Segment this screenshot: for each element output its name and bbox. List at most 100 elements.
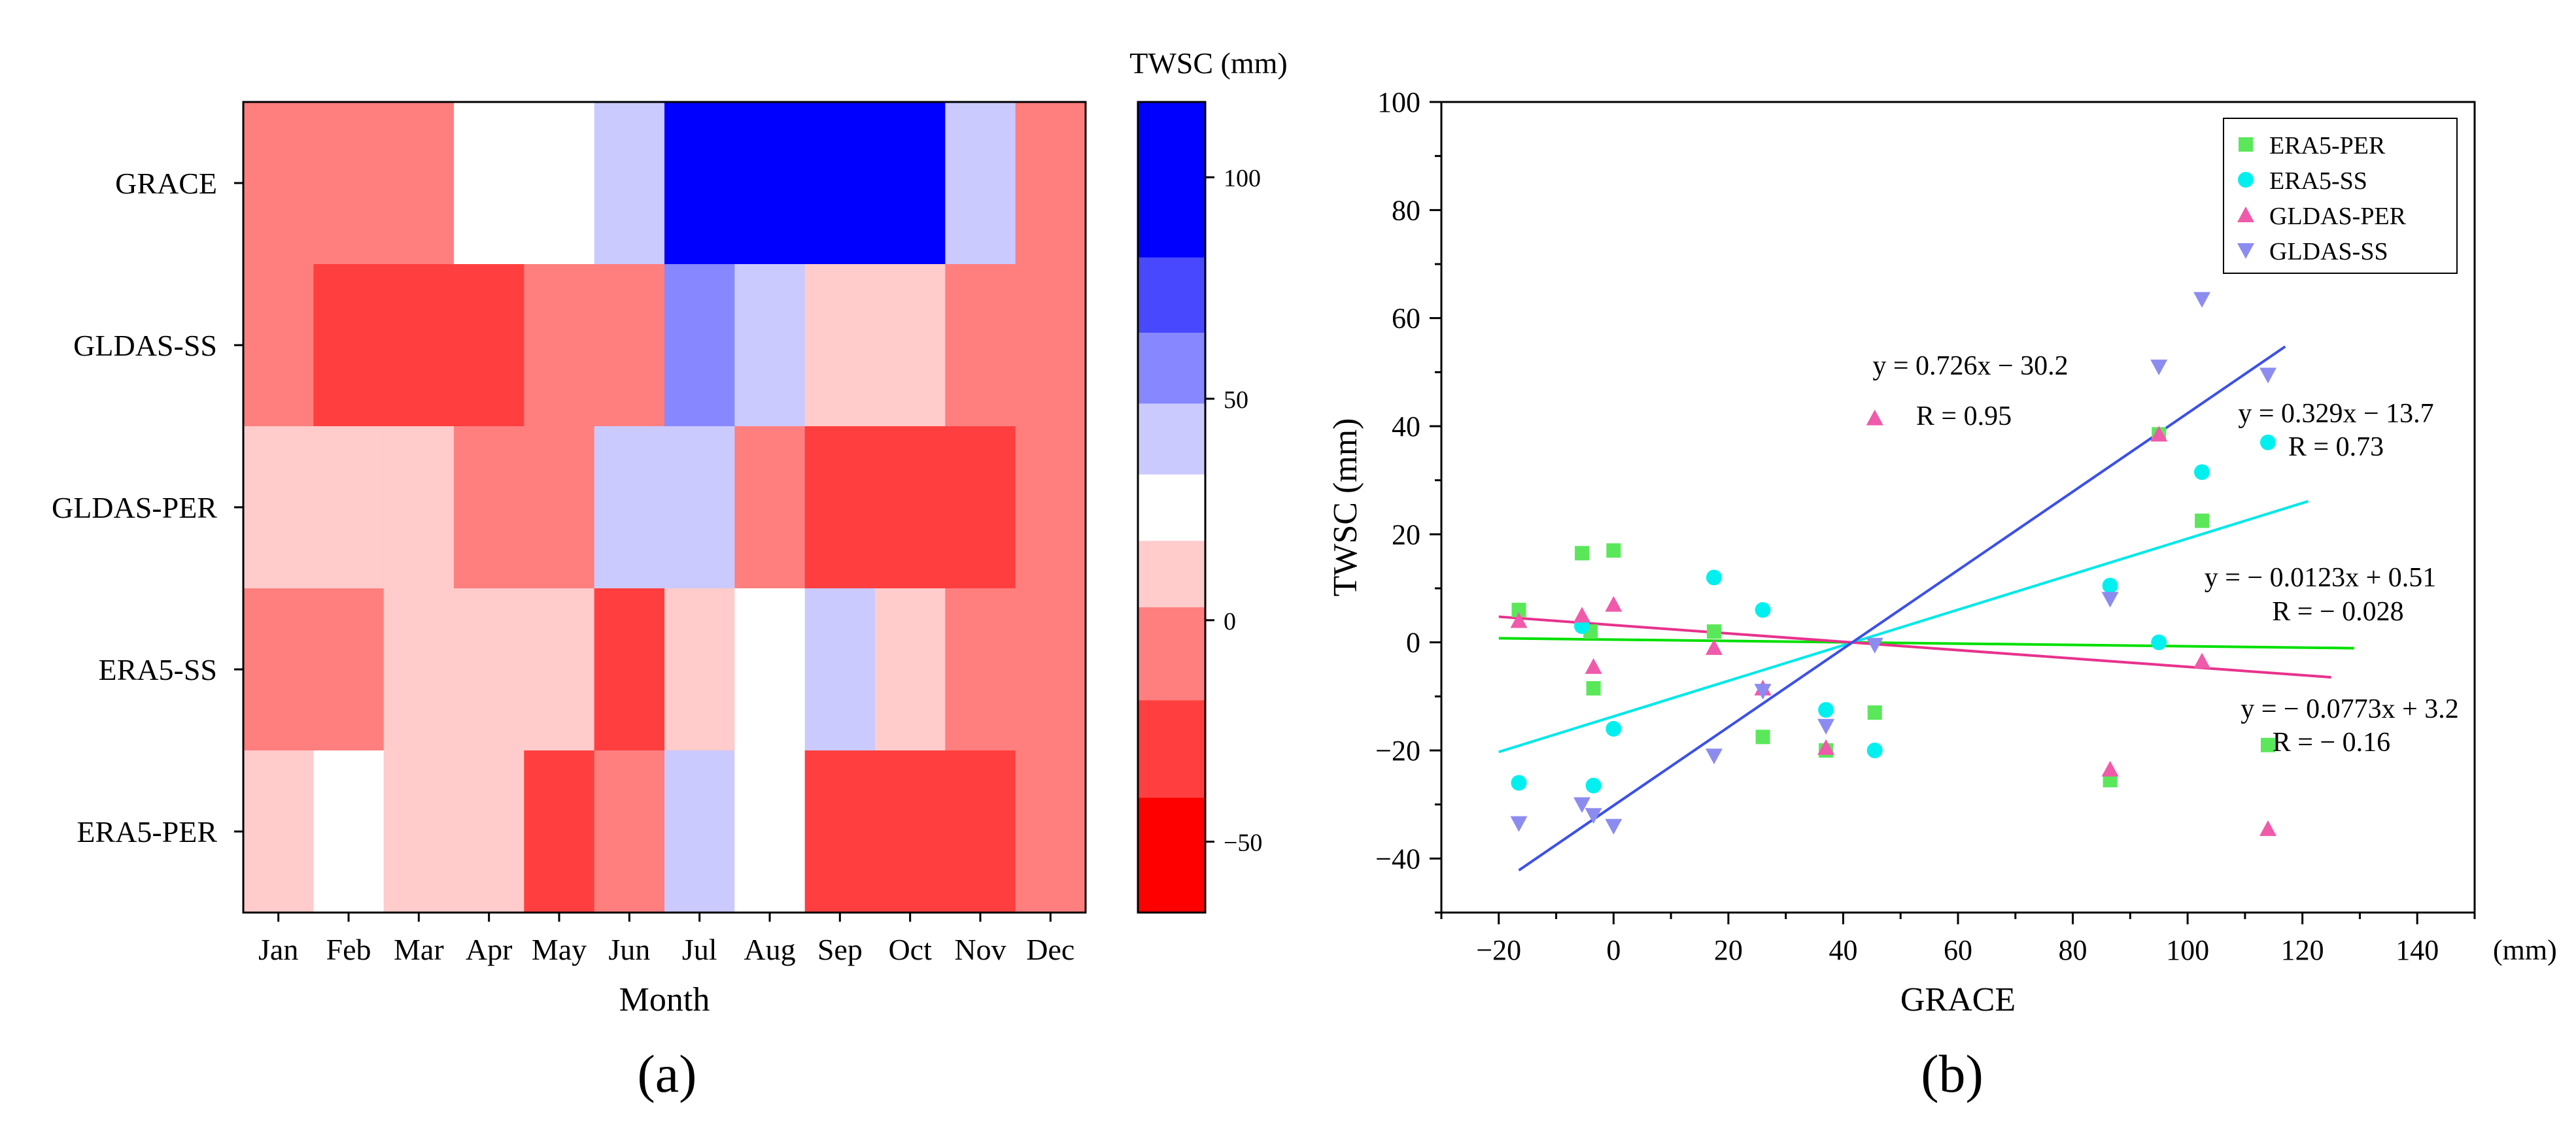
heatmap-cell bbox=[875, 264, 946, 427]
row-label: ERA5-SS bbox=[99, 653, 217, 686]
legend-label: ERA5-PER bbox=[2269, 132, 2386, 160]
colorbar-band bbox=[1138, 699, 1205, 798]
month-label: Mar bbox=[394, 933, 444, 966]
heatmap-cell bbox=[594, 750, 665, 913]
month-label: Jul bbox=[682, 933, 717, 966]
data-point bbox=[1606, 543, 1621, 558]
heatmap-cell bbox=[524, 426, 595, 589]
data-point bbox=[2101, 592, 2119, 608]
fit-line-era5-ss bbox=[1498, 499, 2309, 754]
x-tick-label: 60 bbox=[1944, 934, 1972, 966]
heatmap-cell bbox=[524, 588, 595, 751]
month-label: Aug bbox=[744, 933, 795, 966]
heatmap-cell bbox=[945, 750, 1016, 913]
heatmap-cell bbox=[1015, 588, 1086, 751]
data-point bbox=[1818, 702, 1834, 718]
colorbar-band bbox=[1138, 474, 1205, 541]
colorbar-band bbox=[1138, 607, 1205, 701]
heatmap-cell bbox=[383, 264, 455, 427]
y-tick-label: 80 bbox=[1392, 194, 1420, 226]
panel-label-a: (a) bbox=[637, 1044, 696, 1103]
heatmap-cell bbox=[243, 426, 314, 589]
heatmap-cell bbox=[875, 102, 946, 265]
heatmap-cell bbox=[313, 750, 385, 913]
fit-r-value: R = − 0.028 bbox=[2272, 597, 2403, 627]
heatmap-cell bbox=[524, 102, 595, 265]
data-point bbox=[1866, 637, 1883, 654]
heatmap-cell bbox=[734, 426, 806, 589]
month-label: Nov bbox=[954, 933, 1006, 966]
fit-r-value: R = 0.95 bbox=[1916, 401, 2012, 431]
y-tick-label: 60 bbox=[1392, 303, 1420, 335]
legend: ERA5-PER ERA5-SS GLDAS-PER GLDAS-SS bbox=[2223, 118, 2458, 274]
heatmap-cell bbox=[804, 264, 876, 427]
data-point bbox=[1705, 748, 1723, 765]
panel-label-b: (b) bbox=[1921, 1044, 1984, 1103]
x-tick-label: 120 bbox=[2281, 934, 2324, 966]
heatmap-cell bbox=[734, 102, 806, 265]
y-tick-label: 20 bbox=[1392, 518, 1420, 550]
x-tick-label: 100 bbox=[2166, 934, 2209, 966]
fit-line-gldas-ss bbox=[1518, 345, 2286, 871]
y-axis-title: TWSC (mm) bbox=[1327, 418, 1364, 597]
heatmap-cell bbox=[313, 588, 385, 751]
month-label: Jan bbox=[258, 933, 298, 966]
legend-marker bbox=[2237, 243, 2254, 259]
colorbar-band bbox=[1138, 540, 1205, 608]
legend-marker bbox=[2239, 137, 2253, 152]
heatmap-cell bbox=[734, 264, 806, 427]
heatmap-cell bbox=[945, 588, 1016, 751]
data-point bbox=[1867, 705, 1882, 720]
month-label: May bbox=[532, 933, 587, 966]
data-point bbox=[2102, 577, 2118, 594]
data-point bbox=[2260, 434, 2276, 450]
colorbar-title: TWSC (mm) bbox=[1129, 46, 1287, 80]
x-tick-label: 80 bbox=[2059, 934, 2087, 966]
month-label: Feb bbox=[326, 933, 371, 966]
data-point bbox=[1605, 596, 1623, 612]
fit-equation: y = 0.726x − 30.2 bbox=[1872, 351, 2068, 381]
legend-marker bbox=[2237, 207, 2254, 222]
heatmap-cell bbox=[313, 426, 385, 589]
data-point bbox=[1510, 612, 1528, 628]
month-label: Apr bbox=[466, 933, 513, 966]
y-tick-label: 40 bbox=[1392, 411, 1420, 443]
data-point bbox=[1817, 739, 1835, 755]
x-axis-title: Month bbox=[619, 981, 710, 1018]
heatmap-cell bbox=[875, 750, 946, 913]
data-point bbox=[1755, 730, 1770, 745]
data-point bbox=[1586, 680, 1601, 696]
colorbar-band bbox=[1138, 257, 1205, 333]
heatmap-cell bbox=[243, 750, 314, 913]
y-tick-label: 100 bbox=[1377, 86, 1420, 118]
heatmap-cell bbox=[594, 426, 665, 589]
x-axis-title: GRACE bbox=[1900, 981, 2016, 1018]
x-axis-unit: (mm) bbox=[2493, 934, 2557, 966]
data-point bbox=[1817, 718, 1835, 735]
legend-label: ERA5-SS bbox=[2269, 167, 2367, 195]
heatmap-cell bbox=[383, 588, 455, 751]
heatmap-cell bbox=[734, 588, 806, 751]
heatmap-cell bbox=[664, 102, 735, 265]
row-label: GLDAS-PER bbox=[52, 491, 217, 524]
month-label: Oct bbox=[888, 933, 932, 966]
data-point bbox=[1706, 569, 1722, 586]
x-tick-label: 40 bbox=[1829, 934, 1857, 966]
heatmap-cell bbox=[594, 264, 665, 427]
data-point bbox=[2195, 513, 2210, 528]
colorbar-frame bbox=[1137, 101, 1207, 914]
heatmap-cell bbox=[664, 426, 735, 589]
data-point bbox=[1573, 797, 1591, 813]
colorbar-band bbox=[1138, 102, 1205, 258]
heatmap-cell bbox=[945, 102, 1016, 265]
data-point bbox=[1511, 775, 1527, 791]
data-point bbox=[1573, 607, 1591, 623]
fit-equation: y = − 0.0773x + 3.2 bbox=[2241, 694, 2459, 724]
data-point bbox=[2150, 360, 2168, 376]
fit-r-value: R = − 0.16 bbox=[2273, 728, 2390, 758]
data-point bbox=[1866, 409, 1883, 426]
data-point bbox=[2103, 773, 2118, 788]
heatmap-cell bbox=[734, 750, 806, 913]
heatmap-cell bbox=[1015, 750, 1086, 913]
heatmap-cell bbox=[594, 588, 665, 751]
